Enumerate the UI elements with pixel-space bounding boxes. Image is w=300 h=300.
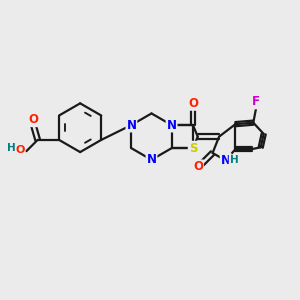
Text: N: N <box>167 118 177 131</box>
Text: H: H <box>230 155 238 165</box>
Text: N: N <box>221 154 231 167</box>
Text: N: N <box>126 118 136 131</box>
Text: S: S <box>189 142 197 155</box>
Text: O: O <box>193 160 203 173</box>
Text: O: O <box>15 145 25 155</box>
Text: O: O <box>28 113 38 126</box>
Text: H: H <box>7 143 15 153</box>
Text: O: O <box>188 97 198 110</box>
Text: N: N <box>146 153 157 166</box>
Text: F: F <box>252 95 260 108</box>
